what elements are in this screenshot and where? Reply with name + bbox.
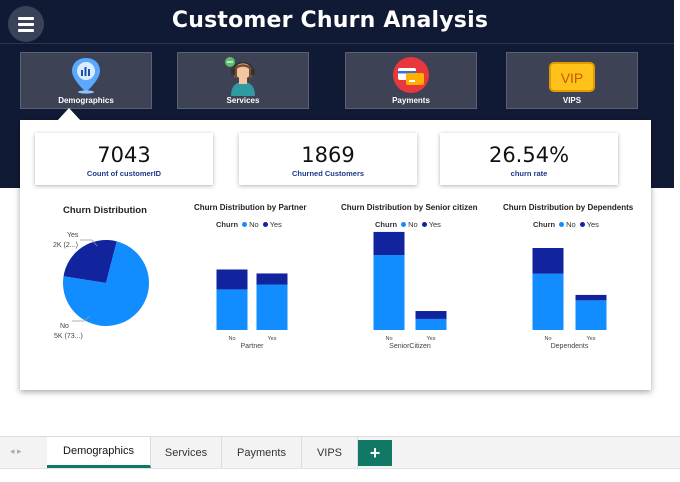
kpi-value: 1869 — [301, 143, 355, 167]
pie-slice-no — [62, 241, 149, 326]
pie-value-no: 5K (73...) — [54, 333, 83, 340]
bar-segment-no — [532, 273, 564, 330]
nav-demographics-label: Demographics — [58, 96, 114, 105]
bar-category-label: No — [228, 336, 235, 342]
kpi-value: 7043 — [97, 143, 151, 167]
legend-yes-label: Yes — [428, 220, 441, 229]
bar-axis-title: SeniorCitizen — [389, 343, 431, 350]
bar-segment-no — [216, 289, 248, 330]
legend-no-label: No — [249, 220, 259, 229]
legend-title: Churn — [533, 220, 556, 229]
bar-segment-yes — [575, 294, 607, 301]
menu-line-icon — [18, 29, 34, 32]
dependents-chart-title: Churn Distribution by Dependents — [503, 203, 634, 212]
bar-category-label: No — [544, 336, 551, 342]
chart-legend: Churn No Yes — [533, 220, 599, 229]
legend-yes-swatch — [579, 222, 585, 227]
bar-category-label: Yes — [268, 336, 277, 342]
svg-text:VIP: VIP — [561, 70, 584, 86]
bar-axis-title: Dependents — [551, 343, 589, 350]
legend-yes-label: Yes — [586, 220, 599, 229]
legend-yes-swatch — [262, 222, 268, 227]
bar-category-label: Yes — [587, 336, 596, 342]
menu-line-icon — [18, 23, 34, 26]
nav-payments-button[interactable]: Payments — [345, 52, 477, 109]
nav-vips-button[interactable]: VIP VIPS — [506, 52, 638, 109]
vip-badge-icon: VIP — [549, 62, 595, 92]
legend-no-swatch — [401, 222, 407, 227]
senior-chart-title: Churn Distribution by Senior citizen — [341, 203, 478, 212]
bar-segment-yes — [256, 273, 288, 285]
active-nav-pointer — [57, 108, 81, 121]
payment-card-icon — [393, 57, 429, 93]
legend-no-label: No — [566, 220, 576, 229]
pie-chart-title: Churn Distribution — [63, 205, 147, 216]
bar-segment-no — [415, 318, 447, 330]
demographics-map-pin-icon — [72, 58, 100, 94]
tab-demographics[interactable]: Demographics — [47, 437, 151, 468]
legend-no-swatch — [242, 222, 248, 227]
add-page-button[interactable]: + — [358, 440, 392, 466]
tab-scroll-arrows[interactable]: ◂ ▸ — [10, 446, 22, 456]
kpi-card-churn-rate: 26.54% churn rate — [440, 133, 618, 185]
nav-demographics-button[interactable]: Demographics — [20, 52, 152, 109]
page-tab-bar: ◂ ▸ Demographics Services Payments VIPS … — [0, 436, 680, 468]
support-agent-icon — [225, 57, 255, 96]
title-bar: Customer Churn Analysis — [0, 0, 674, 44]
bar-category-label: No — [385, 336, 392, 342]
pie-leader-no — [72, 315, 91, 322]
kpi-caption: churn rate — [510, 169, 548, 178]
bar-segment-yes — [216, 269, 248, 290]
pie-value-yes: 2K (2...) — [53, 242, 78, 249]
pie-label-no: No — [60, 323, 69, 330]
kpi-card-churned-customers: 1869 Churned Customers — [239, 133, 417, 185]
legend-title: Churn — [375, 220, 398, 229]
nav-payments-label: Payments — [392, 96, 430, 105]
bar-segment-yes — [532, 248, 564, 274]
bar-segment-no — [575, 300, 607, 330]
bar-category-label: Yes — [427, 336, 436, 342]
status-strip — [0, 468, 680, 482]
bar-axis-title: Partner — [241, 343, 265, 350]
chart-legend: Churn No Yes — [375, 220, 441, 229]
pie-label-yes: Yes — [67, 232, 79, 239]
tab-vips[interactable]: VIPS — [302, 437, 358, 468]
pie-leader-yes — [80, 239, 98, 247]
kpi-caption: Count of customerID — [86, 169, 162, 178]
partner-chart-title: Churn Distribution by Partner — [194, 203, 307, 212]
bar-segment-no — [256, 284, 288, 330]
tab-payments[interactable]: Payments — [222, 437, 302, 468]
tab-services[interactable]: Services — [151, 437, 222, 468]
legend-no-label: No — [408, 220, 418, 229]
nav-vips-label: VIPS — [562, 96, 582, 105]
pie-slice-yes — [63, 239, 117, 283]
kpi-card-count-customers: 7043 Count of customerID — [35, 133, 213, 185]
legend-yes-label: Yes — [269, 220, 282, 229]
legend-no-swatch — [559, 222, 565, 227]
legend-title: Churn — [216, 220, 239, 229]
nav-services-label: Services — [226, 96, 260, 105]
legend-yes-swatch — [421, 222, 427, 227]
kpi-caption: Churned Customers — [291, 169, 365, 178]
chart-legend: Churn No Yes — [216, 220, 282, 229]
bar-segment-yes — [373, 231, 405, 256]
menu-line-icon — [18, 17, 34, 20]
bar-segment-yes — [415, 311, 447, 319]
hamburger-menu-button[interactable] — [8, 6, 44, 42]
bar-segment-no — [373, 255, 405, 330]
page-title: Customer Churn Analysis — [171, 8, 489, 33]
kpi-value: 26.54% — [488, 143, 570, 167]
nav-services-button[interactable]: Services — [177, 52, 309, 109]
